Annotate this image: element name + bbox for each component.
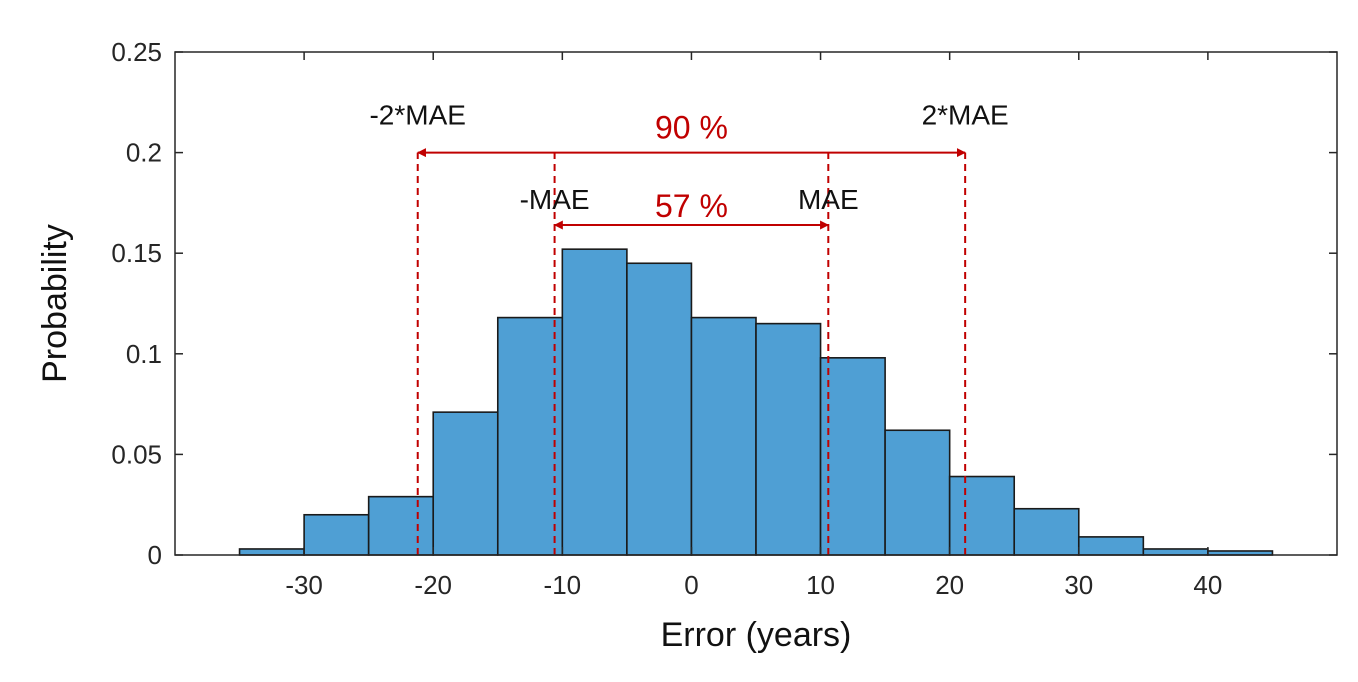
histogram-bar — [819, 357, 886, 556]
histogram-bar — [1077, 536, 1145, 556]
x-tick-label: 10 — [806, 570, 835, 600]
y-axis-ticks: 0 0.05 0.1 0.15 0.2 0.25 — [111, 37, 1337, 570]
x-tick-label: -20 — [414, 570, 452, 600]
histogram-bars — [238, 248, 1274, 556]
y-tick-label: 0.1 — [126, 339, 162, 369]
y-axis-label: Probability — [36, 224, 74, 383]
histogram-bar — [496, 316, 564, 556]
plot-frame — [174, 51, 1338, 556]
y-tick-label: 0.05 — [111, 439, 162, 469]
range-percent-label: 57 % — [655, 188, 728, 224]
x-tick-label: 20 — [935, 570, 964, 600]
histogram-bar — [1142, 548, 1209, 556]
range-arrows: 90 % 57 % — [416, 110, 966, 230]
histogram-bar — [948, 475, 1016, 556]
x-axis-label: Error (years) — [661, 616, 852, 654]
y-tick-label: 0 — [148, 540, 162, 570]
histogram-bar — [367, 495, 435, 556]
reference-line-label: MAE — [798, 184, 859, 215]
histogram-bar — [303, 513, 370, 556]
y-tick-label: 0.2 — [126, 138, 162, 168]
histogram-bar — [755, 322, 822, 556]
histogram-bar — [884, 429, 951, 556]
reference-line-label: 2*MAE — [922, 99, 1009, 130]
histogram-bar — [238, 548, 305, 556]
x-tick-label: -10 — [544, 570, 582, 600]
reference-line-label: -MAE — [520, 184, 590, 215]
x-tick-label: -30 — [285, 570, 323, 600]
x-tick-label: 30 — [1064, 570, 1093, 600]
y-tick-label: 0.15 — [111, 238, 162, 268]
y-tick-label: 0.25 — [111, 37, 162, 67]
histogram-bar — [626, 262, 693, 556]
reference-line-label: -2*MAE — [369, 99, 465, 130]
x-axis-ticks: -30 -20 -10 0 10 20 30 40 — [285, 52, 1222, 600]
histogram-bar — [561, 248, 628, 556]
histogram-bar — [690, 316, 757, 556]
x-tick-label: 0 — [684, 570, 698, 600]
reference-lines: -2*MAE -MAE MAE 2*MAE — [369, 99, 1009, 555]
histogram-bar — [432, 411, 499, 556]
histogram-bar — [1013, 507, 1080, 556]
x-tick-label: 40 — [1193, 570, 1222, 600]
range-percent-label: 90 % — [655, 110, 728, 146]
